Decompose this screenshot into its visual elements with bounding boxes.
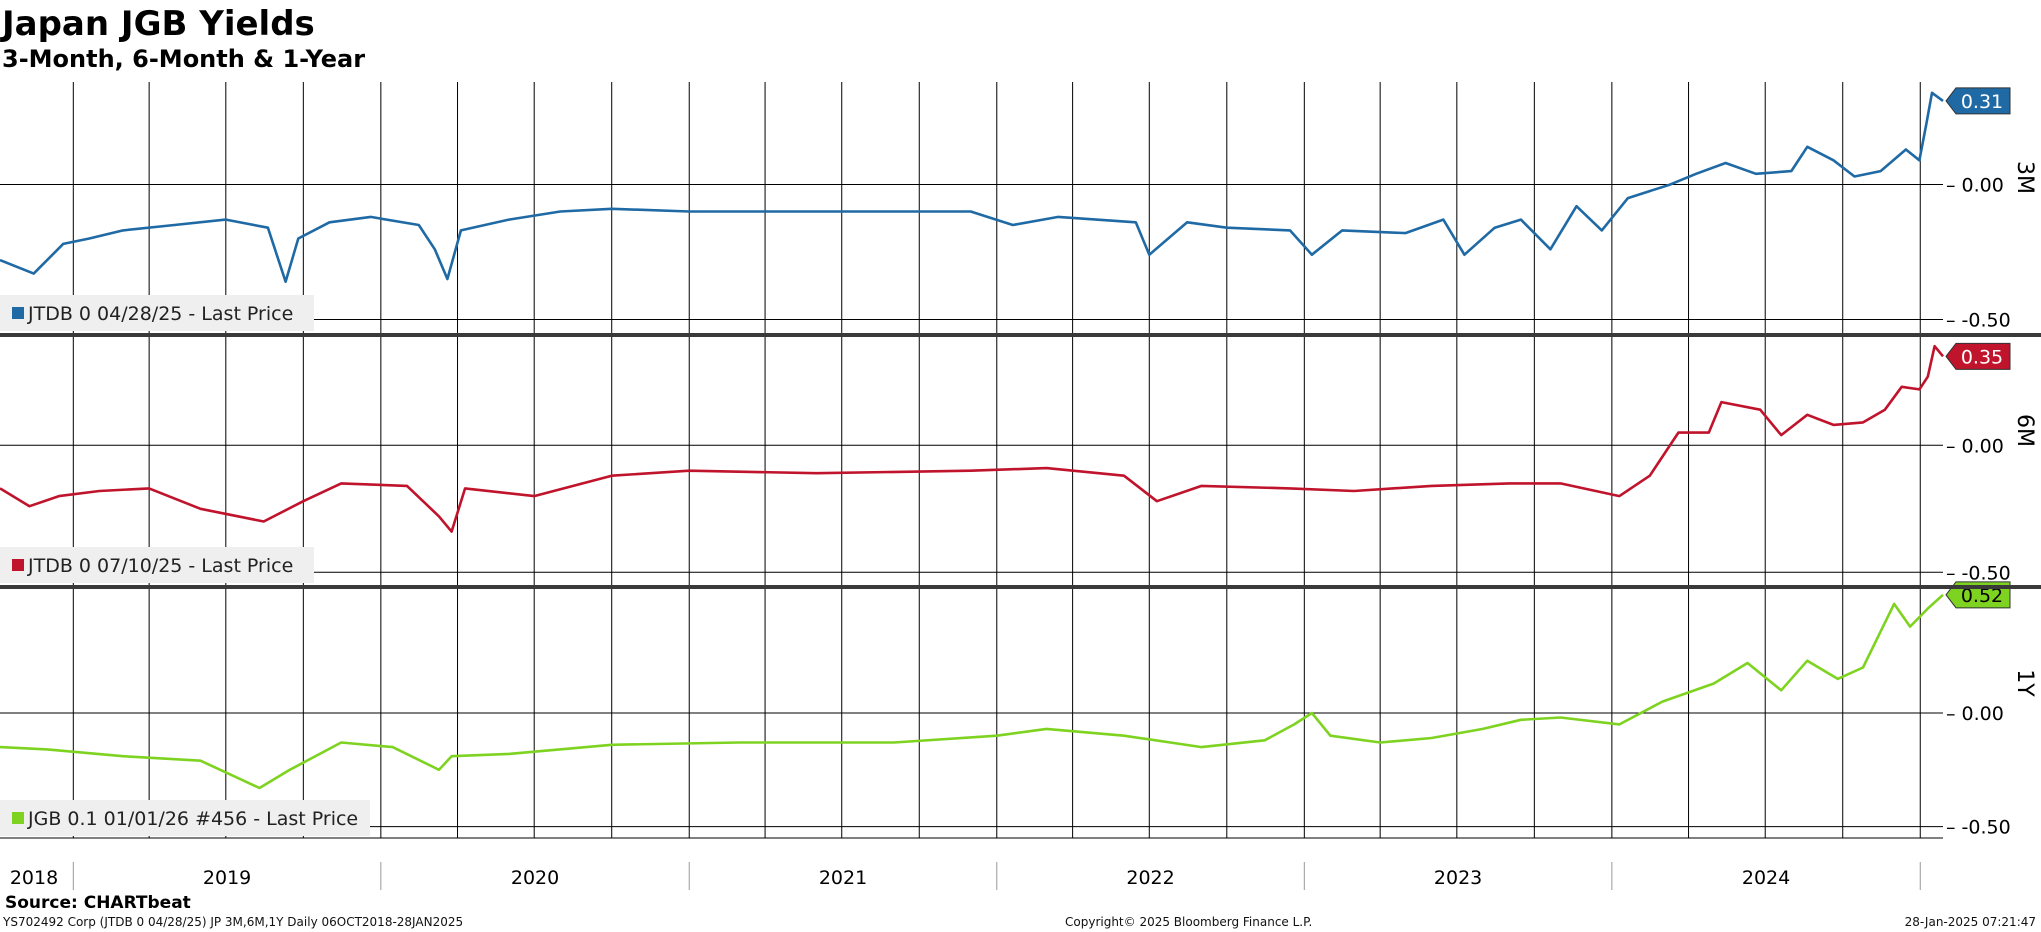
legend-label: JTDB 0 04/28/25 - Last Price <box>27 303 293 325</box>
series-line-3m <box>0 91 1944 283</box>
panel-label: 6M <box>2012 414 2037 447</box>
panel-label: 1Y <box>2012 669 2037 697</box>
footer-timestamp: 28-Jan-2025 07:21:47 <box>1905 915 2036 929</box>
last-value-tag <box>1945 87 2011 115</box>
panel-3m: – 0.00 – -0.50 JTDB 0 04/28/25 - Last Pric… <box>0 87 2037 332</box>
x-tick-label: 2019 <box>203 867 251 889</box>
panel-6m: – 0.00 – -0.50 JTDB 0 07/10/25 - Last Pric… <box>0 342 2037 584</box>
legend-box <box>0 295 314 331</box>
footer-copyright: Copyright© 2025 Bloomberg Finance L.P. <box>1065 915 1312 929</box>
y-tick-label: – 0.00 <box>1946 435 2004 457</box>
panel-separator <box>0 585 2041 589</box>
source-note: Source: CHARTbeat <box>5 893 191 913</box>
last-value-label: 0.31 <box>1961 91 2003 113</box>
legend-swatch <box>12 812 24 824</box>
y-tick-label: – 0.00 <box>1946 175 2004 197</box>
y-tick-label: – -0.50 <box>1946 562 2011 584</box>
legend-box <box>0 547 314 583</box>
last-value-label: 0.35 <box>1961 346 2003 368</box>
last-value-tag <box>1945 342 2011 370</box>
y-tick-label: – -0.50 <box>1946 310 2011 332</box>
panel-1y: – 0.00 – -0.50 JGB 0.1 01/01/26 #456 - Las… <box>0 581 2037 839</box>
legend-label: JGB 0.1 01/01/26 #456 - Last Price <box>27 808 358 830</box>
legend-swatch <box>12 307 24 319</box>
x-tick-label: 2018 <box>10 867 58 889</box>
series-line-1y <box>0 593 1944 790</box>
x-tick-label: 2020 <box>511 867 559 889</box>
x-tick-label: 2024 <box>1742 867 1790 889</box>
chart-title: Japan JGB Yields <box>0 4 315 44</box>
y-tick-label: – 0.00 <box>1946 703 2004 725</box>
series-line-6m <box>0 344 1944 533</box>
panel-separator <box>0 333 2041 337</box>
y-tick-label: – -0.50 <box>1946 817 2011 839</box>
legend-box <box>0 800 370 836</box>
chart-subtitle: 3-Month, 6-Month & 1-Year <box>2 45 365 73</box>
grid-lines <box>72 82 1921 838</box>
last-value-label: 0.52 <box>1961 585 2003 607</box>
x-tick-label: 2023 <box>1434 867 1482 889</box>
x-axis: 2018 2019 2020 2021 2022 2023 2024 <box>0 837 1943 890</box>
panel-label: 3M <box>2012 161 2037 194</box>
x-tick-label: 2021 <box>819 867 867 889</box>
panels: – 0.00 – -0.50 JTDB 0 04/28/25 - Last Pric… <box>0 87 2041 839</box>
legend-label: JTDB 0 07/10/25 - Last Price <box>27 555 293 577</box>
legend-swatch <box>12 559 24 571</box>
x-tick-label: 2022 <box>1126 867 1174 889</box>
footer-left: YS702492 Corp (JTDB 0 04/28/25) JP 3M,6M… <box>2 915 463 929</box>
